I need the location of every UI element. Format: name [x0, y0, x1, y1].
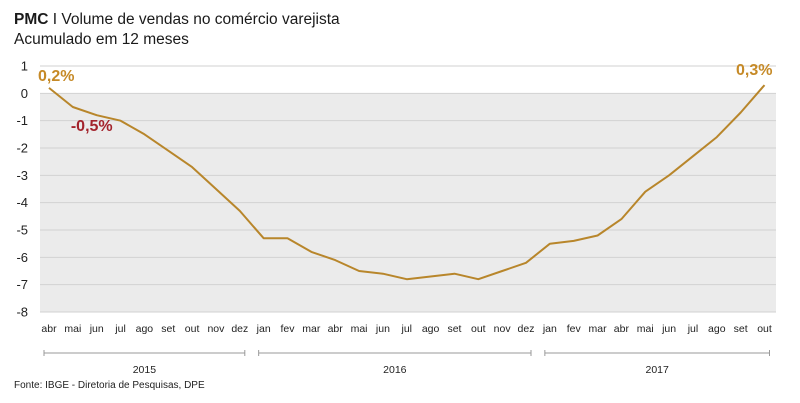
y-tick-label: -5: [16, 223, 28, 238]
year-label: 2017: [645, 364, 669, 376]
chart-subtitle: Acumulado em 12 meses: [14, 31, 189, 48]
x-tick-label: jan: [256, 323, 271, 335]
x-tick-label: jun: [89, 323, 104, 335]
x-tick-label: jun: [375, 323, 390, 335]
x-tick-label: jul: [687, 323, 699, 335]
x-tick-label: dez: [518, 323, 535, 335]
x-tick-label: mar: [302, 323, 321, 335]
data-label: -0,5%: [71, 118, 113, 135]
y-tick-label: -1: [16, 113, 28, 128]
y-tick-label: -8: [16, 305, 28, 320]
x-tick-label: ago: [422, 323, 440, 335]
x-tick-label: mai: [637, 323, 654, 335]
x-tick-label: set: [734, 323, 748, 335]
x-tick-label: mar: [589, 323, 608, 335]
x-tick-label: ago: [136, 323, 154, 335]
x-tick-label: jul: [400, 323, 412, 335]
x-tick-label: dez: [231, 323, 248, 335]
y-tick-label: -2: [16, 141, 28, 156]
x-tick-label: out: [471, 323, 486, 335]
x-tick-label: set: [161, 323, 175, 335]
chart-title: PMC I Volume de vendas no comércio varej…: [14, 10, 340, 29]
year-label: 2016: [383, 364, 407, 376]
data-label: 0,3%: [736, 62, 772, 79]
x-tick-label: jul: [114, 323, 126, 335]
series-line: [48, 84, 766, 281]
x-tick-label: fev: [280, 323, 295, 335]
y-tick-label: -7: [16, 277, 28, 292]
chart-title-rest: I Volume de vendas no comércio varejista: [48, 11, 340, 28]
year-label: 2015: [133, 364, 157, 376]
source-note: Fonte: IBGE - Diretoria de Pesquisas, DP…: [14, 380, 205, 391]
y-tick-label: -6: [16, 250, 28, 265]
x-tick-label: mai: [64, 323, 81, 335]
x-tick-label: set: [447, 323, 461, 335]
x-tick-label: abr: [41, 323, 57, 335]
x-tick-label: out: [757, 323, 772, 335]
x-tick-label: jun: [661, 323, 676, 335]
x-tick-label: abr: [328, 323, 344, 335]
data-label: 0,2%: [38, 68, 74, 85]
y-tick-label: 1: [21, 59, 28, 74]
chart-title-bold: PMC: [14, 11, 49, 28]
y-tick-label: 0: [21, 86, 28, 101]
x-tick-label: nov: [494, 323, 512, 335]
x-tick-label: nov: [207, 323, 225, 335]
x-tick-label: ago: [708, 323, 726, 335]
y-tick-label: -4: [16, 195, 28, 210]
x-tick-label: out: [185, 323, 200, 335]
y-tick-label: -3: [16, 168, 28, 183]
x-tick-label: jan: [542, 323, 557, 335]
x-tick-label: mai: [351, 323, 368, 335]
x-tick-label: abr: [614, 323, 630, 335]
x-tick-label: fev: [567, 323, 582, 335]
